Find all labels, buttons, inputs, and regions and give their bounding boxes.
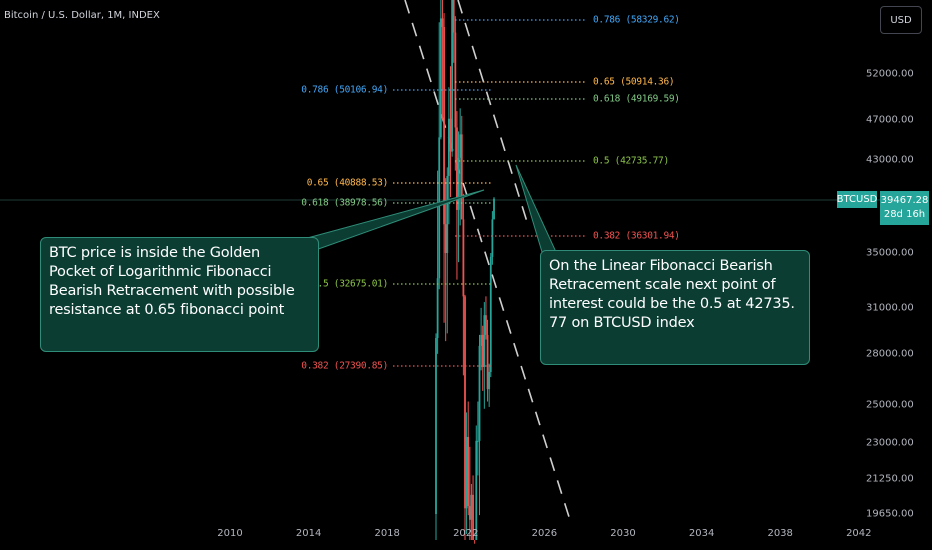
candle-body [435,338,437,514]
price-tick-label: 19650.00 [866,508,914,520]
candle-body [472,494,474,540]
fib-linear-level-label: 0.786 (58329.62) [593,14,680,26]
candle-body [443,26,445,225]
right-callout-pointer [515,164,557,253]
candle-body [468,506,471,520]
candle-body [451,0,454,152]
price-tick-label: 31000.00 [866,302,914,314]
time-tick-label: 2018 [374,528,400,539]
trendline-inner [457,0,529,226]
fib-log-level-label: 0.65 (40888.53) [306,177,389,189]
candle-body [486,334,489,390]
time-tick-label: 2026 [531,528,558,539]
time-tick-label: 2010 [217,528,243,539]
candle-body [478,345,481,441]
price-tick-label: 25000.00 [866,399,914,411]
time-tick-label: 2022 [453,528,479,539]
price-tick-label: 43000.00 [866,154,914,166]
bar-countdown: 28d 16h [883,209,926,220]
price-tick-label: 23000.00 [866,437,914,449]
candle-body [465,436,468,509]
candle-body [444,224,447,253]
candle-body [489,256,492,373]
candle-body [483,315,486,367]
candle-body [488,372,491,390]
candle-body [475,440,478,540]
candle-body [459,134,462,158]
time-tick-label: 2042 [846,528,872,539]
price-tick-label: 52000.00 [866,68,914,80]
candle-body [438,137,441,279]
left-annotation-callout[interactable]: BTC price is inside the Golden Pocket of… [40,237,319,352]
candle-body [452,0,455,33]
candle-body [470,494,473,520]
currency-button[interactable]: USD [880,6,922,34]
fib-linear-level-label: 0.618 (49169.59) [593,93,680,105]
price-tick-label: 28000.00 [866,348,914,360]
candle-body [491,219,494,257]
candle-body [476,440,479,442]
fib-log-level-label: 0.618 (38978.56) [301,197,388,209]
price-tick-label: 35000.00 [866,247,914,259]
fib-log-level-label: 0.382 (27390.85) [301,360,388,372]
candle-body [481,334,484,367]
candle-body [447,118,450,176]
last-price-value: 39467.28 [880,195,929,206]
fib-log-level-label: 0.786 (50106.94) [301,84,388,96]
time-tick-label: 2030 [610,528,636,539]
candle-body [449,118,452,152]
candle-body [462,219,465,297]
candle-body [467,436,470,507]
candle-body [480,334,483,346]
candle-body [441,18,444,27]
time-tick-label: 2038 [767,528,793,539]
fib-linear-level-label: 0.5 (42735.77) [593,155,669,167]
candle-body [446,175,449,253]
time-tick-label: 2034 [688,528,715,539]
candle-body [485,315,487,335]
symbol-price-tag: BTCUSD [837,191,877,208]
fib-linear-level-label: 0.65 (50914.36) [593,76,675,88]
candle-body [456,127,458,210]
fib-linear-level-label: 0.382 (36301.94) [593,230,680,242]
price-tick-label: 21250.00 [866,473,914,485]
candle-body [457,157,460,210]
fib-log-level-label: 0.5 (32675.01) [312,278,388,290]
candle-body [460,134,463,220]
right-annotation-callout[interactable]: On the Linear Fibonacci Bearish Retracem… [540,250,810,365]
candle-body [464,296,466,509]
time-tick-label: 2014 [295,528,322,539]
candle-body [436,278,439,339]
candle-body [493,198,495,220]
chart-title: Bitcoin / U.S. Dollar, 1M, INDEX [4,10,160,21]
candle-body [439,18,442,138]
last-price-tag: 39467.28 28d 16h [880,191,929,225]
price-tick-label: 47000.00 [866,114,914,126]
trendline-outer [404,0,571,521]
candle-body [454,32,457,128]
